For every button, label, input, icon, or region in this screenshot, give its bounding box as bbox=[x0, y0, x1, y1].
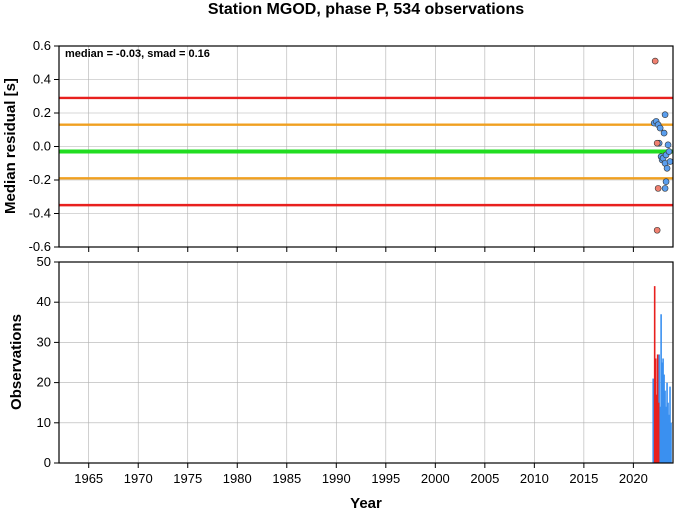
observation-bar bbox=[670, 422, 672, 463]
observation-bar bbox=[656, 354, 659, 463]
residual-point bbox=[663, 164, 671, 172]
x-axis-title: Year bbox=[350, 495, 382, 511]
residual-point bbox=[662, 178, 670, 185]
x-tick-label: 2020 bbox=[619, 471, 648, 486]
x-tick-label: 2005 bbox=[470, 471, 499, 486]
residual-point bbox=[666, 158, 674, 165]
residual-point bbox=[665, 148, 673, 155]
residual-point bbox=[651, 57, 659, 65]
observation-bar bbox=[669, 386, 671, 463]
x-tick-label: 1965 bbox=[74, 471, 103, 486]
observation-bar bbox=[661, 362, 663, 463]
x-tick-label: 1995 bbox=[371, 471, 400, 486]
x-tick-label: 1975 bbox=[173, 471, 202, 486]
observation-bar bbox=[668, 414, 670, 463]
x-tick-label: 2015 bbox=[569, 471, 598, 486]
observation-bar bbox=[657, 402, 660, 463]
x-tick-label: 1970 bbox=[124, 471, 153, 486]
observation-bar bbox=[662, 358, 664, 463]
observation-bar bbox=[653, 286, 656, 463]
observation-bar bbox=[652, 378, 654, 463]
residual-y-tick-label: -0.2 bbox=[29, 172, 51, 187]
observations-y-axis-title: Observations bbox=[8, 314, 25, 410]
x-tick-label: 1980 bbox=[223, 471, 252, 486]
residual-y-tick-label: -0.4 bbox=[29, 206, 51, 221]
observations-y-tick-label: 30 bbox=[37, 334, 51, 349]
residual-point bbox=[653, 226, 661, 234]
residual-point bbox=[654, 185, 662, 192]
x-tick-label: 1990 bbox=[322, 471, 351, 486]
residual-point bbox=[661, 111, 669, 118]
observations-y-tick-label: 10 bbox=[37, 415, 51, 430]
residual-point bbox=[653, 139, 661, 147]
observations-y-tick-label: 0 bbox=[44, 455, 51, 470]
observation-bar bbox=[666, 382, 668, 463]
observation-bar bbox=[665, 406, 667, 463]
observation-bar bbox=[659, 406, 661, 463]
observation-bar bbox=[663, 374, 665, 463]
residual-point bbox=[660, 129, 668, 137]
residual-y-tick-label: 0.2 bbox=[33, 105, 51, 120]
residual-y-axis-title: Median residual [s] bbox=[2, 78, 19, 214]
observations-y-tick-label: 50 bbox=[37, 254, 51, 269]
observation-bar bbox=[664, 390, 666, 463]
observations-panel-frame bbox=[58, 261, 674, 464]
residual-point bbox=[661, 185, 669, 192]
chart-title: Station MGOD, phase P, 534 observations bbox=[208, 1, 524, 18]
residual-point bbox=[656, 124, 664, 132]
residual-y-tick-label: 0.0 bbox=[33, 139, 51, 154]
observations-y-tick-label: 20 bbox=[37, 375, 51, 390]
observation-bar bbox=[667, 402, 669, 463]
observation-bar bbox=[660, 314, 662, 463]
residual-y-tick-label: -0.6 bbox=[29, 239, 51, 254]
x-tick-label: 1985 bbox=[272, 471, 301, 486]
residual-y-tick-label: 0.6 bbox=[33, 38, 51, 53]
observation-bar bbox=[655, 394, 658, 463]
residual-panel: -0.6 -0.4 -0.2 0.0 0.2 0.4 0.6 median = -0.03,… bbox=[2, 38, 674, 254]
observations-y-tick-label: 40 bbox=[37, 294, 51, 309]
median-smad-annotation: median = -0.03, smad = 0.16 bbox=[65, 48, 210, 60]
x-tick-label: 2000 bbox=[421, 471, 450, 486]
x-tick-label: 2010 bbox=[520, 471, 549, 486]
residual-y-tick-label: 0.4 bbox=[33, 72, 51, 87]
observations-panel: 0 10 20 30 40 50 1965 1970 1975 1980 1985 1990 1995… bbox=[8, 254, 674, 511]
observation-bar bbox=[654, 358, 657, 463]
residual-point bbox=[664, 141, 672, 149]
